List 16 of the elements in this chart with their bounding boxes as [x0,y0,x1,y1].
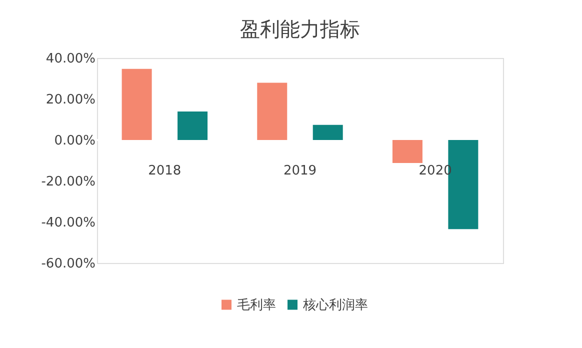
y-tick-label: 0.00% [54,134,96,148]
legend-label: 核心利润率 [302,296,368,313]
legend-label: 毛利率 [237,296,276,313]
y-tick-label: 40.00% [46,52,96,66]
x-tick-label: 2018 [148,164,182,178]
x-tick-label: 2019 [283,164,317,178]
bar [122,68,152,140]
y-tick-label: 20.00% [46,92,96,108]
y-tick-label: -40.00% [41,216,96,230]
bar [178,112,208,140]
bar [392,140,422,163]
y-tick-label: -60.00% [41,256,96,272]
bar [257,82,288,140]
chart-title: 盈利能力指标 [240,17,360,41]
bar [312,124,343,140]
y-tick-label: -20.00% [41,174,96,190]
